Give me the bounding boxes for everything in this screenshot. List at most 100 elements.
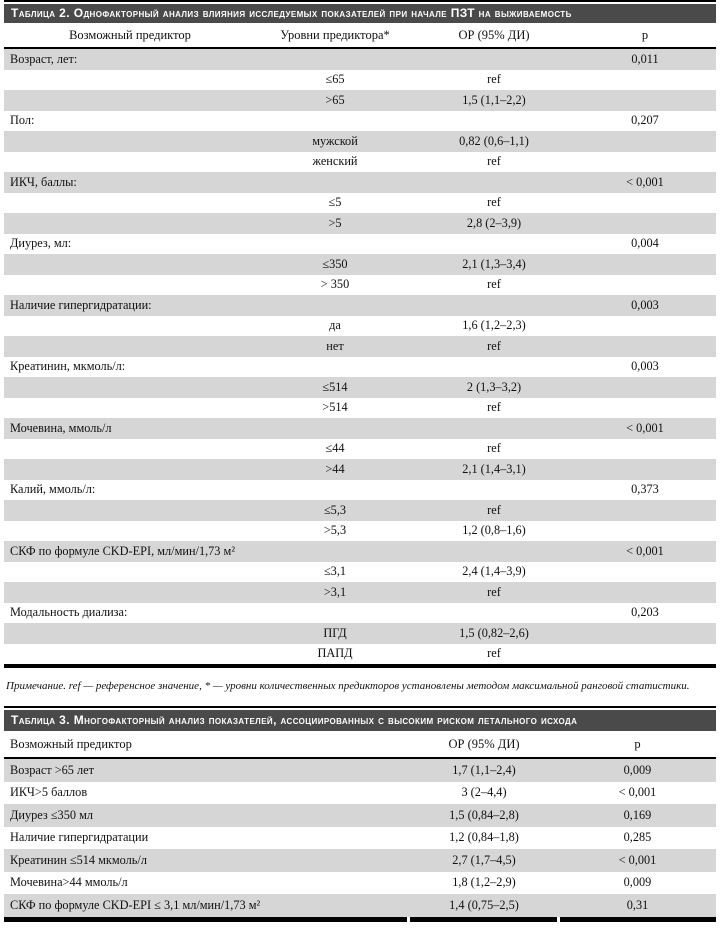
cell-level <box>256 111 414 132</box>
cell-level: ≤3,1 <box>323 564 347 579</box>
cell-level <box>256 172 414 193</box>
cell-predictor: СКФ по формуле CKD-EPI, мл/мин/1,73 м² <box>10 543 236 558</box>
table-row: >5 2,8 (2–3,9) <box>4 213 716 234</box>
cell-p: < 0,001 <box>618 852 657 867</box>
cell-or <box>414 48 574 70</box>
cell-level <box>256 603 414 624</box>
table-row: >65 1,5 (1,1–2,2) <box>4 90 716 111</box>
cell-or: ref <box>487 195 501 210</box>
table3-title: Таблица 3. Многофакторный анализ показат… <box>11 713 578 727</box>
table-row: ≤514 2 (1,3–3,2) <box>4 377 716 398</box>
table-row: ПАПД ref <box>4 644 716 665</box>
cell-p <box>574 500 716 521</box>
cell-level: ПАПД <box>317 646 353 661</box>
table3-top-rule <box>4 706 716 708</box>
table3-col-or-header: ОР (95% ДИ) <box>409 731 559 759</box>
cell-level: >44 <box>325 461 345 476</box>
table3: Возможный предиктор ОР (95% ДИ) р Возрас… <box>4 731 716 917</box>
cell-predictor <box>4 500 256 521</box>
cell-p <box>574 70 716 91</box>
cell-predictor <box>4 70 256 91</box>
table2-title: Таблица 2. Однофакторный анализ влияния … <box>11 6 572 20</box>
cell-p: < 0,001 <box>626 174 664 189</box>
cell-p: 0,169 <box>623 807 652 822</box>
cell-or: 1,4 (0,75–2,5) <box>449 897 519 912</box>
table-row: Мочевина, ммоль/л < 0,001 <box>4 418 716 439</box>
cell-or: 3 (2–4,4) <box>461 785 507 800</box>
cell-level: ПГД <box>323 625 347 640</box>
cell-p: 0,004 <box>631 236 659 251</box>
cell-predictor <box>4 562 256 583</box>
cell-predictor <box>4 316 256 337</box>
table2-col-predictor-header: Возможный предиктор <box>4 23 256 49</box>
cell-or: 2,1 (1,3–3,4) <box>462 256 526 271</box>
cell-predictor <box>4 459 256 480</box>
rule-segment <box>4 916 407 922</box>
cell-predictor: Наличие гипергидратации: <box>10 297 152 312</box>
cell-p <box>574 439 716 460</box>
rule-segment <box>410 916 557 922</box>
cell-p: 0,009 <box>623 762 652 777</box>
table3-header-row: Возможный предиктор ОР (95% ДИ) р <box>4 731 716 759</box>
table-row: > 350 ref <box>4 275 716 296</box>
cell-p: < 0,001 <box>618 785 657 800</box>
cell-or <box>414 295 574 316</box>
cell-or <box>414 111 574 132</box>
cell-p <box>574 644 716 665</box>
cell-or: ref <box>487 72 501 87</box>
cell-or: 2,8 (2–3,9) <box>466 215 522 230</box>
cell-p <box>574 521 716 542</box>
table-row: ≤350 2,1 (1,3–3,4) <box>4 254 716 275</box>
cell-level <box>256 48 414 70</box>
cell-predictor: Наличие гипергидратации <box>10 830 149 845</box>
table-row: женский ref <box>4 152 716 173</box>
table-row: СКФ по формуле CKD-EPI, мл/мин/1,73 м² <… <box>4 541 716 562</box>
cell-level: >514 <box>322 400 348 415</box>
table-row: >3,1 ref <box>4 582 716 603</box>
table-row: Модальность диализа: 0,203 <box>4 603 716 624</box>
cell-or: ref <box>487 646 501 661</box>
cell-predictor <box>4 336 256 357</box>
cell-or: 1,6 (1,2–2,3) <box>462 318 526 333</box>
cell-predictor <box>4 275 256 296</box>
cell-or: 2,1 (1,4–3,1) <box>462 461 526 476</box>
cell-p <box>574 152 716 173</box>
cell-or: 2,4 (1,4–3,9) <box>462 564 526 579</box>
cell-level: ≤44 <box>325 441 345 456</box>
cell-or <box>414 172 574 193</box>
cell-level: > 350 <box>320 277 350 292</box>
cell-p: 0,009 <box>623 875 652 890</box>
cell-predictor: Пол: <box>10 113 35 128</box>
table2-col-or-header: ОР (95% ДИ) <box>414 23 574 49</box>
rule-gap <box>407 916 410 922</box>
cell-p: 0,003 <box>631 297 659 312</box>
table-row: >5,3 1,2 (0,8–1,6) <box>4 521 716 542</box>
cell-level <box>256 357 414 378</box>
cell-or <box>414 357 574 378</box>
cell-predictor: СКФ по формуле CKD-EPI ≤ 3,1 мл/мин/1,73… <box>10 897 261 912</box>
table-row: >514 ref <box>4 398 716 419</box>
cell-p <box>574 275 716 296</box>
cell-p: < 0,001 <box>626 543 664 558</box>
cell-p <box>574 213 716 234</box>
table-row: Наличие гипергидратации 1,2 (0,84–1,8) 0… <box>4 827 716 850</box>
table-row: Возраст >65 лет 1,7 (1,1–2,4) 0,009 <box>4 758 716 782</box>
cell-p <box>574 336 716 357</box>
table-row: ≤65 ref <box>4 70 716 91</box>
cell-level: ≤5 <box>328 195 342 210</box>
table-row: ИКЧ, баллы: < 0,001 <box>4 172 716 193</box>
table-row: ≤5 ref <box>4 193 716 214</box>
cell-predictor <box>4 90 256 111</box>
cell-p <box>574 582 716 603</box>
cell-level: нет <box>326 338 344 353</box>
cell-level: ≤350 <box>322 256 348 271</box>
cell-predictor <box>4 439 256 460</box>
table-row: Диурез, мл: 0,004 <box>4 234 716 255</box>
cell-predictor: Калий, ммоль/л: <box>10 482 96 497</box>
cell-or: ref <box>487 338 501 353</box>
cell-predictor: Диурез ≤350 мл <box>10 807 93 822</box>
cell-p: 0,285 <box>623 830 652 845</box>
cell-level: ≤65 <box>325 72 345 87</box>
cell-level: >5 <box>328 215 342 230</box>
